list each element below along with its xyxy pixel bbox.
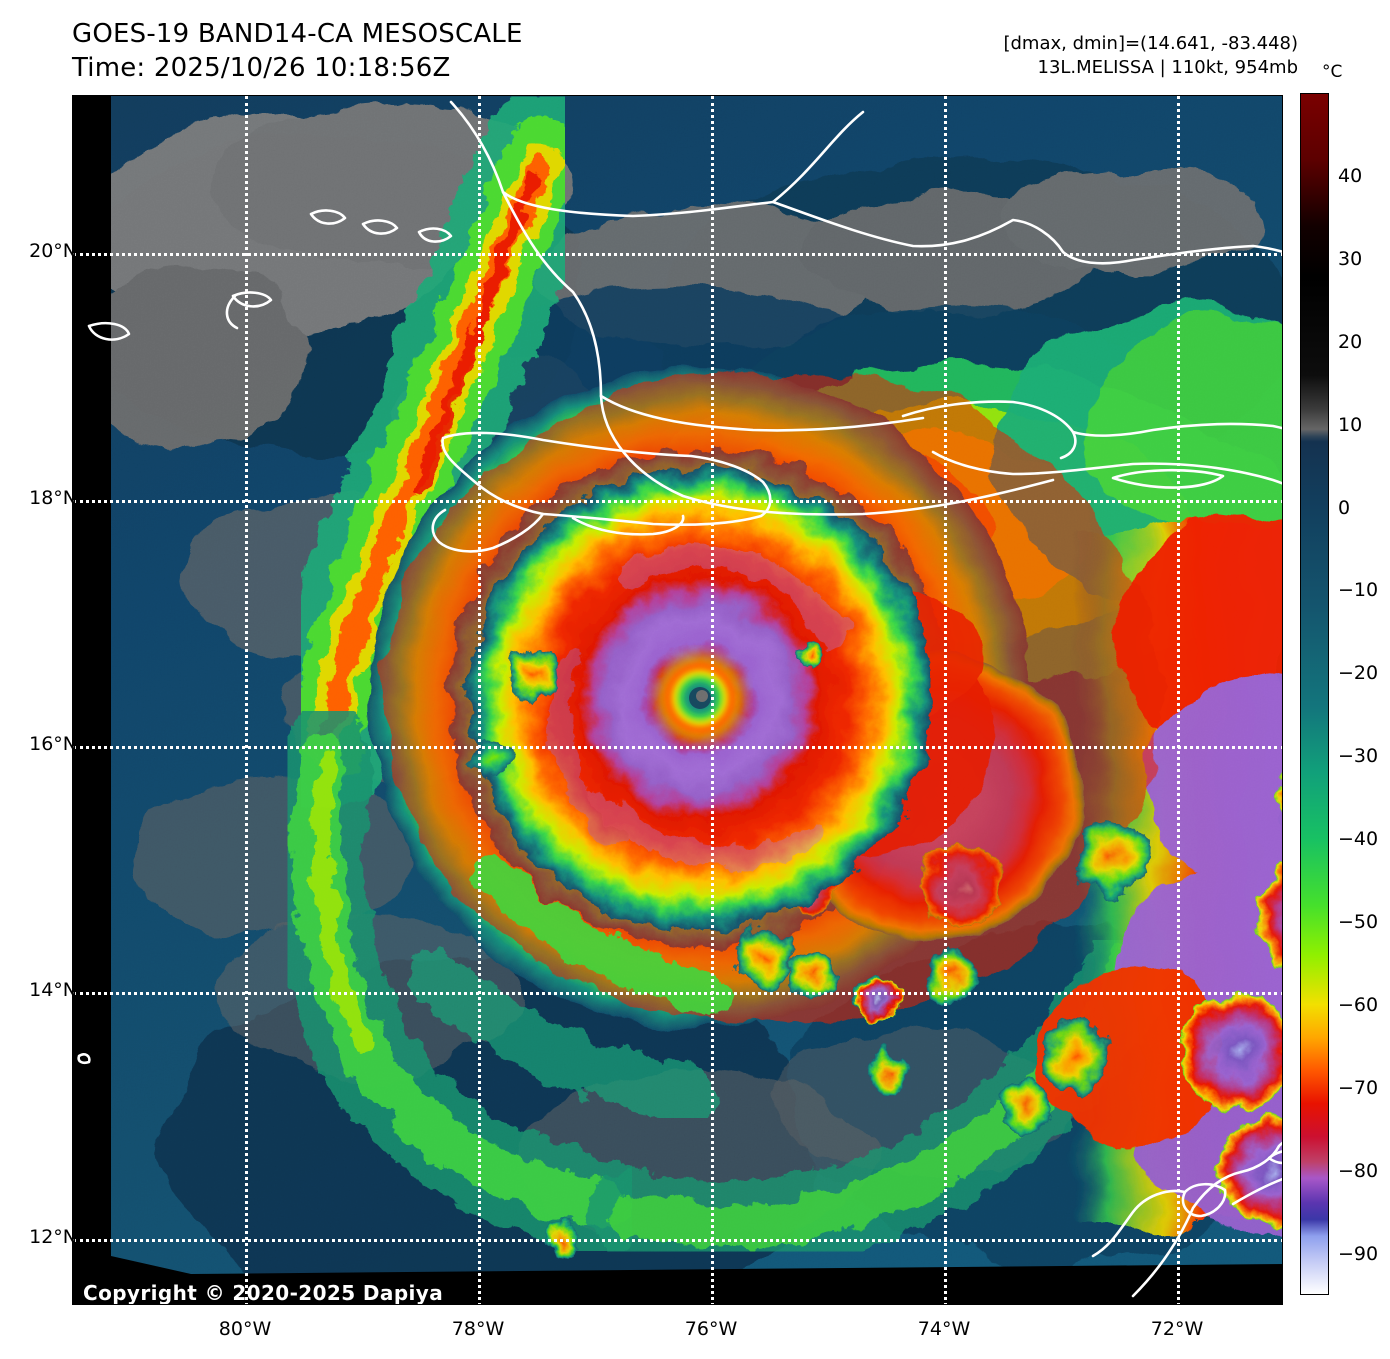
timestamp-label: Time: 2025/10/26 10:18:56Z xyxy=(72,52,451,83)
colorbar-unit-label: °C xyxy=(1322,62,1343,82)
colorbar-tick-neg50: −50 xyxy=(1338,911,1379,933)
satellite-image-plot: Copyright © 2020-2025 Dapiya xyxy=(72,95,1283,1305)
page-title: GOES-19 BAND14-CA MESOSCALE xyxy=(72,19,523,49)
ytick-20n: 20°N xyxy=(29,240,77,262)
ytick-18n: 18°N xyxy=(29,487,77,509)
colorbar-tick-20: 20 xyxy=(1338,330,1363,353)
colorbar-tick-0: 0 xyxy=(1338,496,1351,519)
colorbar-tick-30: 30 xyxy=(1338,247,1363,270)
dmax-dmin-label: [dmax, dmin]=(14.641, -83.448) xyxy=(1003,33,1298,54)
colorbar-gradient xyxy=(1301,94,1328,1294)
colorbar-tick-neg60: −60 xyxy=(1338,993,1379,1016)
xtick-72w: 72°W xyxy=(1150,1318,1204,1340)
storm-info-label: 13L.MELISSA | 110kt, 954mb xyxy=(1037,56,1299,78)
colorbar-tick-neg80: −80 xyxy=(1338,1159,1379,1182)
xtick-76w: 76°W xyxy=(684,1318,738,1340)
copyright-label: Copyright © 2020-2025 Dapiya xyxy=(83,1281,444,1305)
header-metadata-block: [dmax, dmin]=(14.641, -83.448) 13L.MELIS… xyxy=(1003,32,1298,80)
colorbar-tick-10: 10 xyxy=(1338,413,1363,436)
ytick-14n: 14°N xyxy=(29,979,77,1001)
colorbar-tick-neg20: −20 xyxy=(1338,662,1379,685)
satellite-ir-imagery xyxy=(73,96,1282,1304)
colorbar xyxy=(1300,93,1329,1295)
ytick-16n: 16°N xyxy=(29,733,77,755)
colorbar-tick-neg70: −70 xyxy=(1338,1076,1379,1099)
xtick-80w: 80°W xyxy=(218,1318,272,1340)
header-title-block: GOES-19 BAND14-CA MESOSCALE Time: 2025/1… xyxy=(72,18,523,86)
xtick-78w: 78°W xyxy=(451,1318,505,1340)
colorbar-tick-neg10: −10 xyxy=(1338,579,1379,602)
xtick-74w: 74°W xyxy=(917,1318,971,1340)
colorbar-tick-neg30: −30 xyxy=(1338,745,1379,768)
colorbar-tick-40: 40 xyxy=(1338,164,1363,187)
colorbar-tick-neg90: −90 xyxy=(1338,1242,1379,1265)
ytick-12n: 12°N xyxy=(29,1226,77,1248)
colorbar-tick-neg40: −40 xyxy=(1338,828,1379,851)
